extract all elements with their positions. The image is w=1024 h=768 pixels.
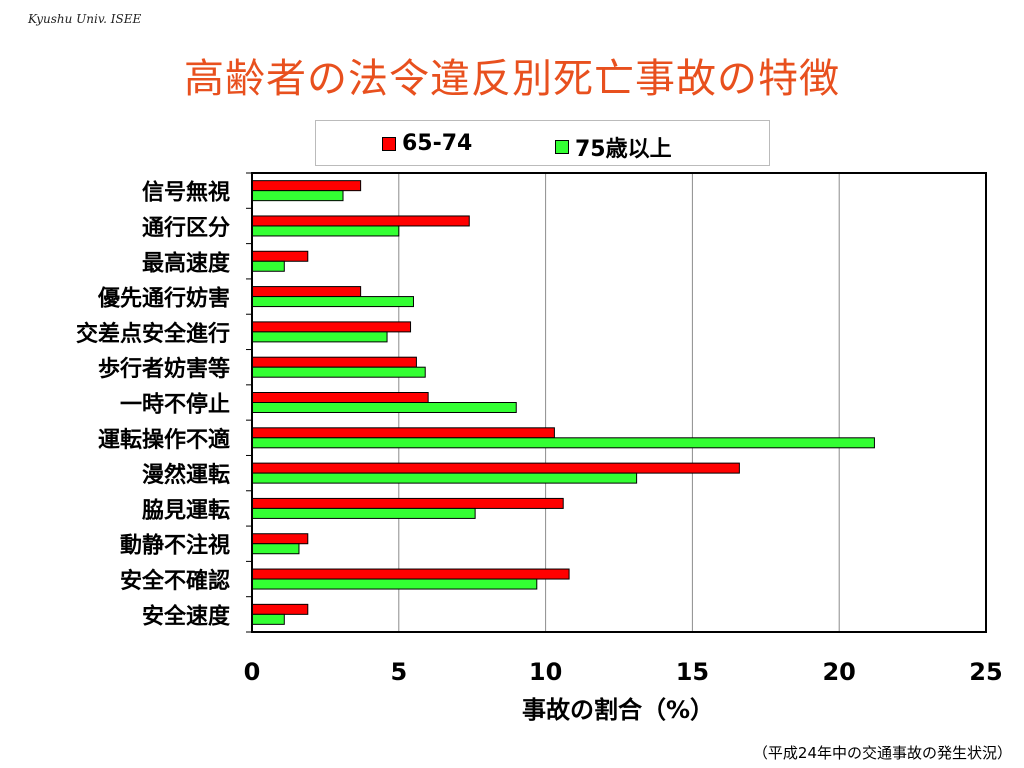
bar-75-plus-4: [251, 331, 388, 343]
x-tick-label-0: 0: [244, 658, 261, 686]
chart-legend: 65-74 75歳以上: [315, 120, 770, 166]
bar-65-74-7: [251, 427, 555, 439]
bar-65-74-5: [251, 356, 417, 368]
bar-75-plus-9: [251, 507, 476, 519]
bar-75-plus-6: [251, 402, 517, 413]
legend-swatch-65-74: [382, 136, 396, 151]
category-label-7: 運転操作不適: [98, 427, 230, 453]
category-label-5: 歩行者妨害等: [98, 356, 230, 382]
bar-75-plus-0: [251, 190, 344, 202]
category-label-11: 安全不確認: [120, 568, 230, 594]
category-label-10: 動静不注視: [120, 533, 230, 559]
x-tick-label-2: 10: [529, 658, 562, 686]
bar-65-74-11: [251, 568, 570, 580]
x-tick-label-3: 15: [676, 658, 709, 686]
x-tick-label-1: 5: [390, 658, 407, 686]
category-label-1: 通行区分: [142, 215, 230, 241]
bar-65-74-2: [251, 250, 309, 262]
bar-75-plus-7: [251, 437, 875, 449]
bar-75-plus-10: [251, 543, 300, 555]
bar-75-plus-1: [251, 225, 400, 237]
legend-label-75-plus: 75歳以上: [575, 137, 672, 162]
header-label: Kyushu Univ. ISEE: [28, 12, 142, 26]
x-tick-label-4: 20: [822, 658, 855, 686]
footnote: （平成24年中の交通事故の発生状況）: [752, 744, 1012, 762]
bar-65-74-1: [251, 215, 470, 227]
legend-label-65-74: 65-74: [402, 131, 473, 156]
x-tick-label-5: 25: [969, 658, 1002, 686]
bar-75-plus-3: [251, 296, 414, 308]
plot-border: [251, 172, 987, 633]
bar-75-plus-8: [251, 472, 638, 484]
bar-75-plus-2: [251, 260, 285, 272]
category-label-3: 優先通行妨害: [97, 286, 230, 312]
legend-item-65-74: 65-74: [382, 131, 472, 156]
bar-75-plus-5: [251, 366, 426, 378]
category-label-8: 漫然運転: [142, 462, 230, 488]
bar-65-74-6: [251, 392, 429, 403]
slide-title: 高齢者の法令違反別死亡事故の特徴: [184, 56, 840, 102]
bar-75-plus-11: [251, 578, 538, 590]
category-label-9: 脇見運転: [142, 497, 230, 523]
category-label-2: 最高速度: [142, 250, 231, 276]
category-label-6: 一時不停止: [120, 392, 230, 418]
category-label-4: 交差点安全進行: [76, 321, 230, 347]
legend-swatch-75-plus: [555, 140, 569, 154]
bar-65-74-9: [251, 497, 564, 509]
bar-65-74-12: [251, 603, 309, 615]
category-label-0: 信号無視: [142, 180, 230, 206]
legend-item-75-plus: 75歳以上: [555, 131, 672, 163]
bar-75-plus-12: [251, 613, 285, 625]
bar-65-74-0: [251, 180, 362, 192]
bar-65-74-3: [251, 286, 362, 298]
category-label-12: 安全速度: [142, 603, 231, 629]
x-axis-title: 事故の割合（%）: [521, 696, 715, 724]
bar-65-74-8: [251, 462, 740, 474]
bar-65-74-10: [251, 533, 309, 545]
bar-65-74-4: [251, 321, 412, 333]
